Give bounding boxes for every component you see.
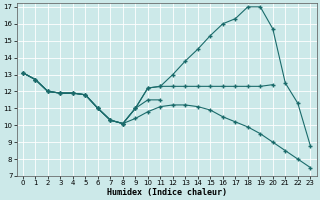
X-axis label: Humidex (Indice chaleur): Humidex (Indice chaleur) bbox=[107, 188, 227, 197]
